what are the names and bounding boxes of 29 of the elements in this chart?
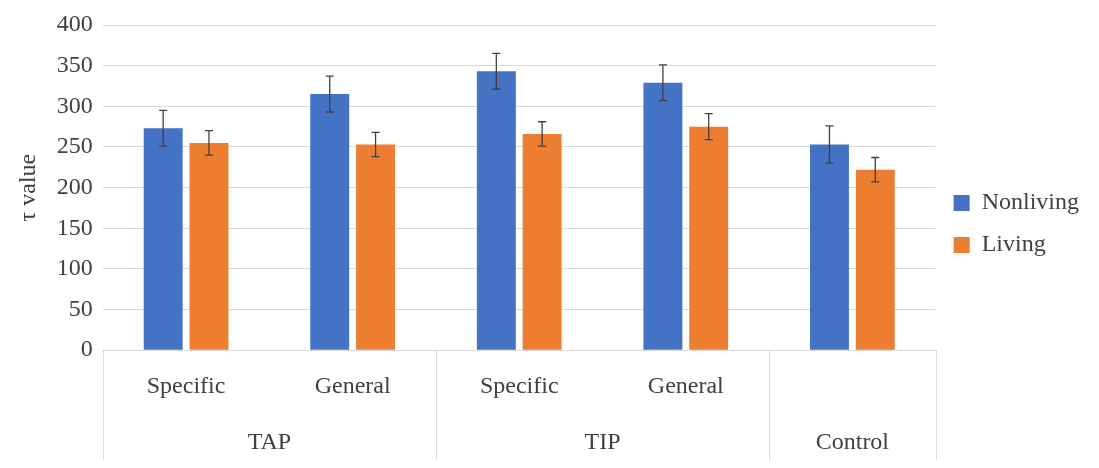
legend-label: Nonliving xyxy=(981,188,1080,215)
y-tick-label: 150 xyxy=(56,213,93,240)
x-tick-label: General xyxy=(314,371,391,398)
y-tick-label: 200 xyxy=(56,172,93,199)
bar xyxy=(189,142,229,350)
bar xyxy=(855,169,895,350)
bar xyxy=(810,144,849,350)
text: Control xyxy=(815,428,890,455)
legend-label: Living xyxy=(981,230,1046,257)
text: TIP xyxy=(584,428,621,455)
y-tick-label: 250 xyxy=(56,132,93,159)
bar xyxy=(356,144,396,350)
y-tick-label: 400 xyxy=(56,10,93,37)
y-tick-label: 300 xyxy=(56,91,93,118)
bar xyxy=(522,133,562,350)
bar xyxy=(143,128,183,350)
bar xyxy=(310,94,350,350)
y-tick-label: 350 xyxy=(56,50,93,77)
y-tick-label: 0 xyxy=(80,335,93,362)
bar xyxy=(689,126,729,350)
y-axis-title: τ value xyxy=(13,153,40,222)
x-tick-label: General xyxy=(647,371,725,398)
y-tick-label: 100 xyxy=(56,254,93,281)
bar xyxy=(476,71,516,350)
x-tick-label: Specific xyxy=(146,371,226,398)
x-tick-label: Specific xyxy=(479,371,559,398)
text: TAP xyxy=(247,428,292,455)
y-tick-label: 50 xyxy=(68,294,93,321)
bar xyxy=(643,82,683,350)
